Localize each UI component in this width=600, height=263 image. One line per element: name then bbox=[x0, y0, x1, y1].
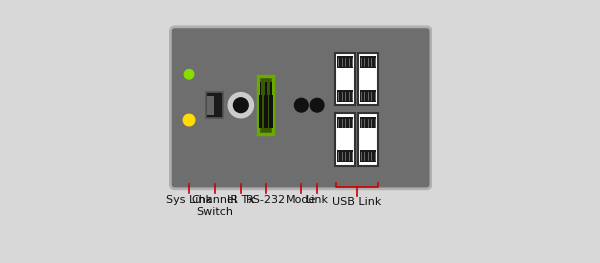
Bar bbox=[337, 150, 353, 162]
Bar bbox=[358, 53, 378, 105]
Circle shape bbox=[233, 98, 248, 113]
Bar bbox=[208, 96, 214, 115]
Text: Sys Link: Sys Link bbox=[166, 195, 212, 205]
Text: RS-232: RS-232 bbox=[246, 195, 286, 205]
Bar bbox=[337, 56, 353, 68]
Bar bbox=[360, 90, 376, 102]
Bar bbox=[260, 82, 262, 95]
Bar bbox=[335, 53, 355, 105]
Circle shape bbox=[228, 93, 253, 118]
Text: USB Link: USB Link bbox=[332, 197, 381, 207]
Circle shape bbox=[184, 69, 194, 79]
Bar bbox=[360, 150, 376, 162]
Bar bbox=[337, 90, 353, 102]
Text: Mode: Mode bbox=[286, 195, 317, 205]
Text: IR Tx: IR Tx bbox=[227, 195, 255, 205]
Bar bbox=[259, 95, 262, 128]
Bar bbox=[360, 117, 376, 128]
FancyBboxPatch shape bbox=[170, 27, 431, 189]
Bar bbox=[269, 95, 273, 128]
Bar bbox=[335, 113, 355, 166]
Text: Link: Link bbox=[305, 195, 329, 205]
Bar bbox=[264, 95, 268, 128]
Bar bbox=[358, 113, 378, 166]
Bar bbox=[265, 82, 267, 95]
Bar bbox=[337, 117, 353, 128]
Bar bbox=[270, 82, 272, 95]
Text: Channel
Switch: Channel Switch bbox=[191, 195, 238, 217]
Circle shape bbox=[295, 98, 308, 112]
Bar bbox=[360, 56, 376, 68]
Bar bbox=[206, 92, 223, 118]
Bar bbox=[258, 76, 274, 134]
Circle shape bbox=[183, 114, 195, 126]
Circle shape bbox=[310, 98, 324, 112]
